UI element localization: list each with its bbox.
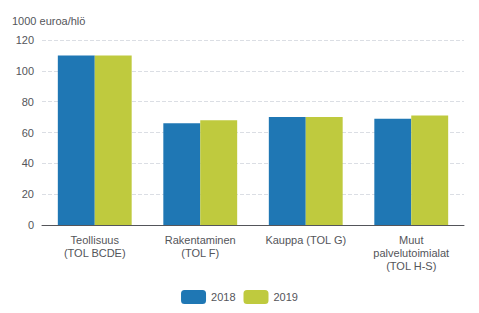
svg-text:80: 80: [22, 96, 34, 108]
svg-text:120: 120: [16, 34, 34, 46]
svg-text:(TOL F): (TOL F): [181, 247, 219, 259]
svg-text:Kauppa (TOL G): Kauppa (TOL G): [265, 234, 346, 246]
svg-text:(TOL H-S): (TOL H-S): [386, 260, 436, 272]
svg-text:Muut: Muut: [399, 234, 423, 246]
svg-text:60: 60: [22, 127, 34, 139]
svg-text:Teollisuus: Teollisuus: [71, 234, 120, 246]
svg-text:0: 0: [28, 219, 34, 231]
svg-text:2019: 2019: [274, 291, 298, 303]
svg-text:1000 euroa/hlö: 1000 euroa/hlö: [12, 15, 85, 27]
svg-text:Rakentaminen: Rakentaminen: [165, 234, 236, 246]
svg-text:20: 20: [22, 188, 34, 200]
svg-text:100: 100: [16, 65, 34, 77]
svg-text:palvelutoimialat: palvelutoimialat: [373, 247, 449, 259]
svg-text:40: 40: [22, 157, 34, 169]
svg-text:2018: 2018: [211, 291, 235, 303]
svg-text:(TOL BCDE): (TOL BCDE): [64, 247, 126, 259]
